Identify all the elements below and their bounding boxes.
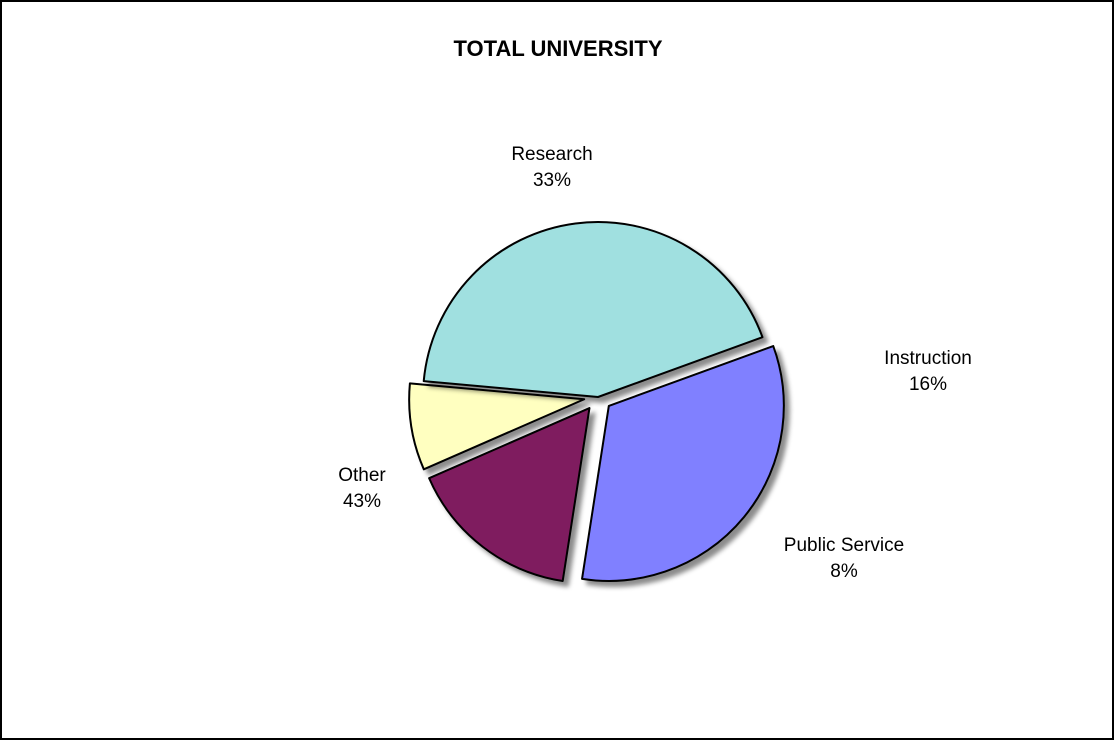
slice-label-public-service: Public Service xyxy=(784,535,904,556)
pie-labels: Research 33% Instruction 16% Public Service 8… xyxy=(338,144,972,582)
slice-label-other: Other xyxy=(338,465,386,486)
chart-title: TOTAL UNIVERSITY xyxy=(453,36,663,61)
slice-label-research: Research xyxy=(511,144,592,165)
slice-percent-instruction: 16% xyxy=(909,374,947,395)
pie-slice-public-service xyxy=(408,382,586,471)
pie-slice-other xyxy=(422,221,764,398)
slice-percent-research: 33% xyxy=(533,170,571,191)
slice-percent-other: 43% xyxy=(343,491,381,512)
pie-slices xyxy=(408,221,785,583)
slice-label-instruction: Instruction xyxy=(884,348,972,369)
pie-slice-instruction xyxy=(428,407,591,583)
slice-percent-public-service: 8% xyxy=(830,561,858,582)
pie-slice-research xyxy=(581,345,785,582)
